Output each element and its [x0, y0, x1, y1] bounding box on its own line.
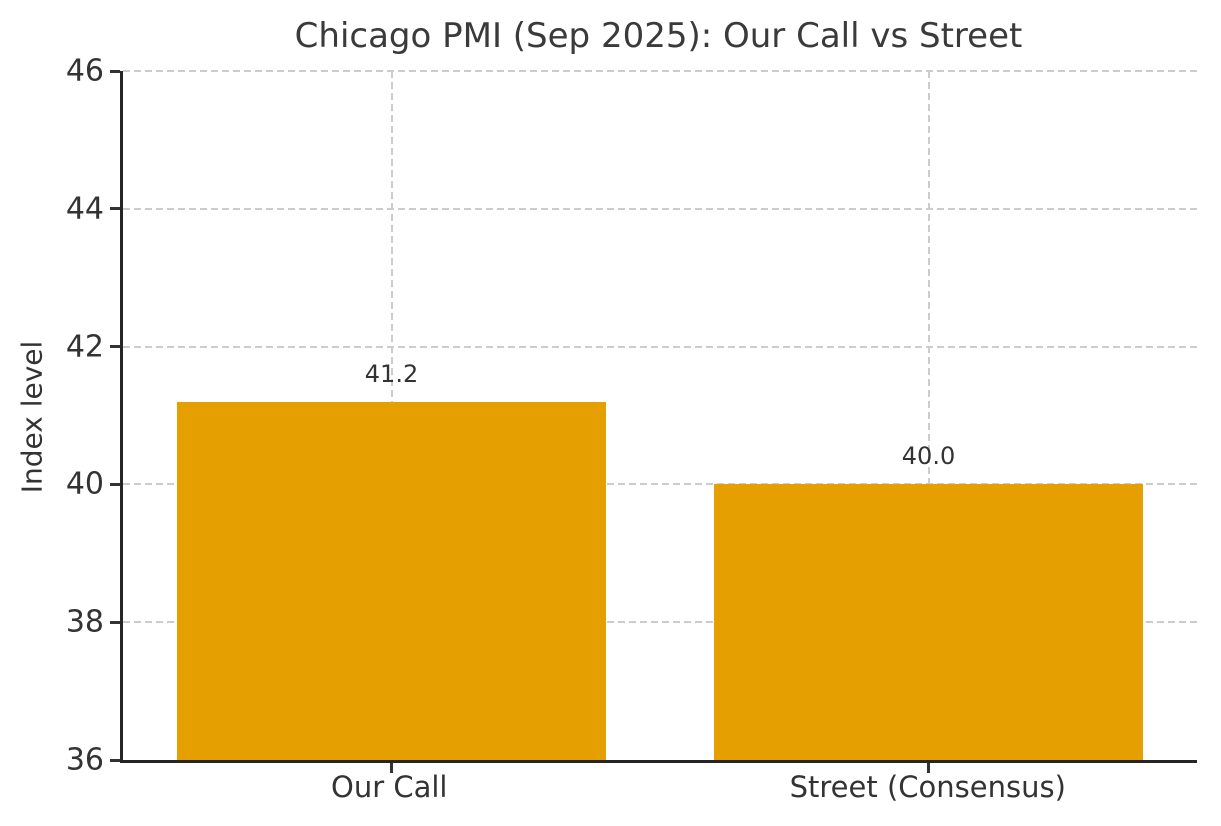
y-tick-mark [110, 482, 120, 486]
bar-value-label: 40.0 [901, 442, 956, 471]
chart-title: Chicago PMI (Sep 2025): Our Call vs Stre… [294, 16, 1023, 56]
plot-area: 41.2 40.0 [110, 69, 1197, 773]
bar [713, 484, 1144, 760]
v-gridline [927, 71, 930, 760]
y-tick-labels: 36 38 40 42 44 46 [0, 54, 104, 778]
x-tick-label: Street (Consensus) [789, 770, 1066, 804]
bar-value-label: 41.2 [364, 359, 419, 388]
y-tick-label: 46 [65, 53, 104, 89]
x-tick-mark [390, 763, 393, 773]
x-tick-labels: Our Call Street (Consensus) [120, 770, 1197, 810]
y-tick-label: 36 [65, 742, 104, 778]
h-gridline [123, 621, 1197, 624]
y-tick-mark [110, 69, 120, 73]
y-tick-mark [110, 758, 120, 762]
y-tick-mark [110, 207, 120, 211]
y-tick-label: 44 [65, 191, 104, 227]
bar [176, 401, 607, 760]
h-gridline [123, 345, 1197, 348]
x-tick-mark [927, 763, 930, 773]
y-tick-mark [110, 345, 120, 349]
y-tick-mark [110, 620, 120, 624]
h-gridline [123, 70, 1197, 72]
x-tick-label: Our Call [331, 770, 448, 804]
y-tick-label: 40 [65, 466, 104, 502]
h-gridline [123, 207, 1197, 210]
h-gridline [123, 483, 1197, 486]
y-tick-label: 38 [65, 604, 104, 640]
y-tick-label: 42 [65, 329, 104, 365]
